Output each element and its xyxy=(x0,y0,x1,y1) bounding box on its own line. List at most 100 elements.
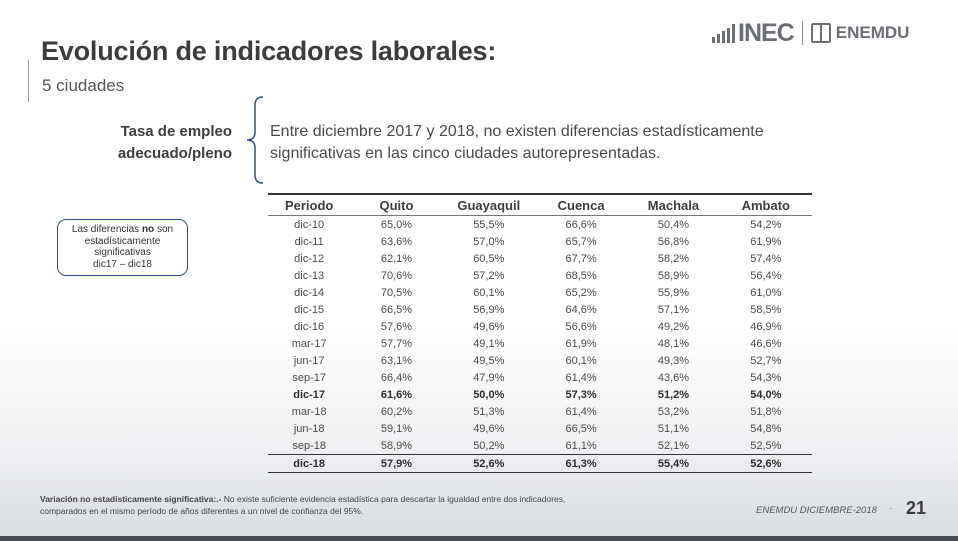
column-header-cuenca: Cuenca xyxy=(534,193,628,216)
page-title: Evolución de indicadores laborales: xyxy=(41,36,497,66)
indicator-description: Entre diciembre 2017 y 2018, no existen … xyxy=(270,121,870,165)
value-cell: 63,1% xyxy=(380,354,413,367)
note-line3: significativas xyxy=(94,247,151,258)
value-cell: 57,7% xyxy=(380,337,413,350)
period-cell: dic-11 xyxy=(294,235,324,248)
value-cell: 56,6% xyxy=(565,320,597,333)
value-cell: 43,6% xyxy=(657,371,690,384)
value-cell: 61,9% xyxy=(565,337,597,350)
period-cell: dic-13 xyxy=(294,269,325,282)
value-cell: 61,9% xyxy=(750,235,782,248)
value-cell: 49,5% xyxy=(473,354,505,367)
value-cell: 68,5% xyxy=(565,269,597,282)
value-cell: 53,2% xyxy=(657,405,690,418)
value-cell: 50,0% xyxy=(473,388,505,401)
value-cell: 57,9% xyxy=(350,454,443,473)
indicator-description-line2: significativas en las cinco ciudades aut… xyxy=(270,145,661,162)
value-cell: 59,1% xyxy=(380,422,413,435)
value-cell: 66,6% xyxy=(565,218,597,231)
value-cell: 48,1% xyxy=(657,337,690,350)
value-cell: 51,3% xyxy=(473,405,505,418)
value-cell: 58,5% xyxy=(750,303,782,316)
signal-bars-icon xyxy=(712,23,735,43)
value-cell: 55,4% xyxy=(627,454,720,473)
footer-reference: ENEMDU DICIEMBRE-2018 xyxy=(756,505,877,516)
value-cell: 52,1% xyxy=(657,439,690,452)
value-cell: 61,4% xyxy=(565,405,597,418)
table-row: dic-15 66,5% 56,9% 64,6% 57,1% 58,5% xyxy=(268,301,812,318)
value-cell: 57,1% xyxy=(657,303,690,316)
value-cell: 51,8% xyxy=(750,405,782,418)
period-cell: dic-12 xyxy=(294,252,325,265)
value-cell: 61,6% xyxy=(380,388,413,401)
note-line2: estadísticamente xyxy=(84,235,161,247)
table-row: sep-18 58,9% 50,2% 61,1% 52,1% 52,5% xyxy=(268,437,812,455)
value-cell: 56,9% xyxy=(473,303,505,316)
table-row: dic-17 61,6% 50,0% 57,3% 51,2% 54,0% xyxy=(268,386,812,403)
value-cell: 63,6% xyxy=(380,235,413,248)
value-cell: 61,1% xyxy=(565,439,597,452)
left-brace-icon xyxy=(246,96,264,184)
logo-divider xyxy=(801,21,803,45)
employment-rate-table: Periodo Quito Guayaquil Cuenca Machala Ambato… xyxy=(268,193,812,473)
value-cell: 46,6% xyxy=(750,337,782,350)
book-icon xyxy=(810,23,831,43)
page-number: 21 xyxy=(906,498,927,518)
value-cell: 64,6% xyxy=(565,303,597,316)
indicator-label-line2: adecuado/pleno xyxy=(117,145,232,162)
period-cell: dic-17 xyxy=(293,388,326,401)
period-cell: dic-15 xyxy=(294,303,325,316)
value-cell: 58,2% xyxy=(657,252,690,265)
table-header-row: Periodo Quito Guayaquil Cuenca Machala Ambato xyxy=(268,193,812,216)
value-cell: 52,5% xyxy=(750,439,782,452)
period-cell: jun-18 xyxy=(293,422,325,435)
value-cell: 50,4% xyxy=(657,218,690,231)
value-cell: 58,9% xyxy=(380,439,413,452)
value-cell: 57,3% xyxy=(565,388,597,401)
table-row: dic-10 65,0% 55,5% 66,6% 50,4% 54,2% xyxy=(268,216,812,234)
value-cell: 60,1% xyxy=(473,286,505,299)
value-cell: 57,0% xyxy=(473,235,505,248)
value-cell: 65,2% xyxy=(565,286,597,299)
value-cell: 66,5% xyxy=(565,422,597,435)
value-cell: 49,6% xyxy=(473,320,505,333)
value-cell: 49,3% xyxy=(657,354,690,367)
column-header-machala: Machala xyxy=(627,193,720,216)
period-cell: mar-17 xyxy=(291,337,327,350)
value-cell: 62,1% xyxy=(380,252,413,265)
table-row: dic-18 57,9% 52,6% 61,3% 55,4% 52,6% xyxy=(268,454,812,473)
table-row: sep-17 66,4% 47,9% 61,4% 43,6% 54,3% xyxy=(268,369,812,386)
period-cell: sep-18 xyxy=(292,439,326,452)
period-cell: dic-18 xyxy=(268,454,351,473)
value-cell: 61,0% xyxy=(750,286,782,299)
value-cell: 50,2% xyxy=(473,439,505,452)
value-cell: 58,9% xyxy=(657,269,690,282)
value-cell: 56,8% xyxy=(657,235,690,248)
value-cell: 54,0% xyxy=(750,388,782,401)
note-bold-word: no xyxy=(141,224,155,235)
table-row: jun-18 59,1% 49,6% 66,5% 51,1% 54,8% xyxy=(268,420,812,437)
value-cell: 61,4% xyxy=(565,371,597,384)
footnote-bold: Variación no estadísticamente significat… xyxy=(40,494,222,504)
value-cell: 46,9% xyxy=(750,320,782,333)
table-row: mar-18 60,2% 51,3% 61,4% 53,2% 51,8% xyxy=(268,403,812,420)
value-cell: 60,5% xyxy=(473,252,505,265)
value-cell: 51,2% xyxy=(657,388,690,401)
column-header-periodo: Periodo xyxy=(268,193,351,216)
period-cell: dic-16 xyxy=(294,320,325,333)
value-cell: 60,2% xyxy=(380,405,413,418)
value-cell: 66,5% xyxy=(380,303,413,316)
value-cell: 51,1% xyxy=(657,422,690,435)
value-cell: 57,6% xyxy=(380,320,413,333)
logo-enemdu-text: ENEMDU xyxy=(835,23,910,42)
indicator-label-line1: Tasa de empleo xyxy=(120,123,232,140)
table-row: dic-11 63,6% 57,0% 65,7% 56,8% 61,9% xyxy=(268,233,812,250)
table-row: jun-17 63,1% 49,5% 60,1% 49,3% 52,7% xyxy=(268,352,812,369)
value-cell: 54,3% xyxy=(750,371,782,384)
period-cell: jun-17 xyxy=(293,354,325,367)
table-row: dic-14 70,5% 60,1% 65,2% 55,9% 61,0% xyxy=(268,284,812,301)
table-row: mar-17 57,7% 49,1% 61,9% 48,1% 46,6% xyxy=(268,335,812,352)
footnote-text2: comparados en el mismo período de años d… xyxy=(40,506,364,516)
value-cell: 66,4% xyxy=(380,371,413,384)
footnote: Variación no estadísticamente significat… xyxy=(40,493,740,517)
